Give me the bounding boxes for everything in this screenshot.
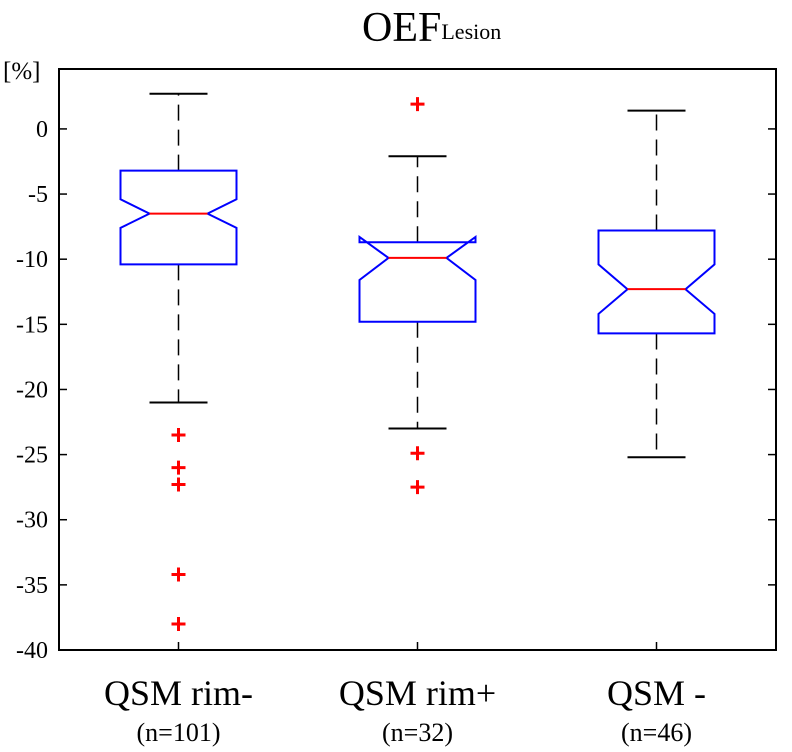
y-tick-label: -15 — [16, 312, 48, 338]
y-tick-label: -30 — [16, 508, 48, 534]
outlier-marker — [171, 460, 186, 475]
outlier-marker — [171, 428, 186, 443]
box-group — [358, 97, 477, 495]
y-tick-label: -35 — [16, 573, 48, 599]
outlier-marker — [410, 480, 425, 495]
notched-box — [358, 235, 477, 323]
y-axis-unit-label: [%] — [3, 58, 40, 85]
box-group — [597, 109, 716, 459]
outlier-marker — [171, 567, 186, 582]
outlier-marker — [171, 616, 186, 631]
y-axis: 0 -5 -10 -15 -20 -25 -30 -35 -40 — [16, 117, 776, 664]
chart-title: OEFLesion — [362, 5, 501, 51]
x-category-label: QSM rim- — [104, 673, 253, 713]
x-category-label: QSM - — [607, 673, 706, 713]
y-tick-label: -40 — [16, 638, 48, 664]
outlier-marker — [410, 97, 425, 112]
outlier-marker — [410, 446, 425, 461]
y-tick-label: -5 — [28, 182, 48, 208]
chart-title-main: OEF — [362, 5, 441, 51]
notched-box — [119, 169, 238, 266]
x-axis-labels: QSM rim- (n=101) QSM rim+ (n=32) QSM - (n=46) — [104, 642, 706, 747]
x-category-count-label: (n=32) — [382, 718, 453, 747]
x-category-count-label: (n=101) — [137, 718, 221, 747]
y-tick-label: -10 — [16, 247, 48, 273]
box-group — [119, 92, 238, 631]
chart-title-subscript: Lesion — [441, 19, 501, 44]
outlier-marker — [171, 477, 186, 492]
y-tick-label: -25 — [16, 443, 48, 469]
box-groups — [119, 92, 716, 631]
y-tick-label: 0 — [36, 117, 48, 143]
x-category-count-label: (n=46) — [621, 718, 692, 747]
x-category-label: QSM rim+ — [339, 673, 496, 713]
y-tick-label: -20 — [16, 377, 48, 403]
notched-box — [597, 229, 716, 335]
